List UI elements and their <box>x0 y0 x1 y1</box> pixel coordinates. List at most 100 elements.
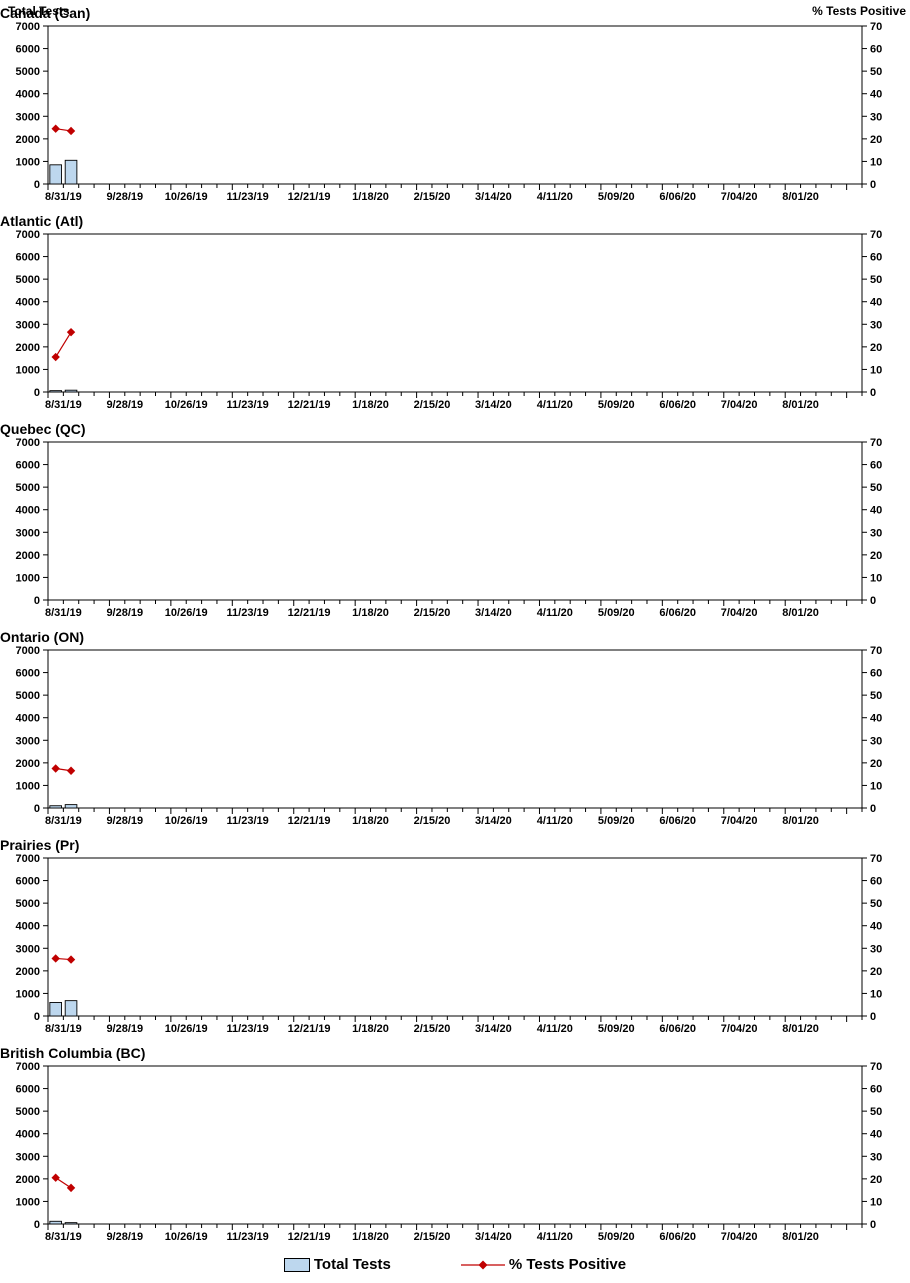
svg-text:7/04/20: 7/04/20 <box>721 191 758 202</box>
svg-text:7/04/20: 7/04/20 <box>721 607 758 618</box>
svg-text:9/28/19: 9/28/19 <box>106 815 143 826</box>
svg-text:6/06/20: 6/06/20 <box>659 1023 696 1034</box>
svg-text:6/06/20: 6/06/20 <box>659 815 696 826</box>
svg-text:0: 0 <box>34 803 40 815</box>
svg-text:60: 60 <box>870 252 882 264</box>
svg-text:5000: 5000 <box>16 690 40 702</box>
svg-text:11/23/19: 11/23/19 <box>227 399 269 410</box>
svg-text:20: 20 <box>870 966 882 978</box>
svg-text:12/21/19: 12/21/19 <box>288 607 331 618</box>
svg-text:10/26/19: 10/26/19 <box>165 607 208 618</box>
chart-header: Atlantic (Atl) <box>0 202 910 230</box>
svg-text:50: 50 <box>870 1106 882 1118</box>
chart-prairies-pr: Prairies (Pr) 0 1000 2000 3000 4000 5000 6000 7… <box>0 826 910 1034</box>
svg-text:20: 20 <box>870 758 882 770</box>
svg-text:6/06/20: 6/06/20 <box>659 1231 696 1242</box>
svg-text:6000: 6000 <box>16 876 40 888</box>
svg-text:2000: 2000 <box>16 134 40 146</box>
svg-text:5/09/20: 5/09/20 <box>598 1023 635 1034</box>
svg-text:3000: 3000 <box>16 319 40 331</box>
chart-canvas: 0 1000 2000 3000 4000 5000 6000 7000 0 10 20 30 40 50… <box>16 22 883 202</box>
right-axis-title: % Tests Positive <box>812 4 906 18</box>
chart-title: Quebec (QC) <box>0 421 86 437</box>
svg-text:8/01/20: 8/01/20 <box>782 815 819 826</box>
svg-text:40: 40 <box>870 713 882 725</box>
svg-text:20: 20 <box>870 1174 882 1186</box>
chart-title: British Columbia (BC) <box>0 1045 146 1061</box>
svg-text:50: 50 <box>870 898 882 910</box>
chart-header: Quebec (QC) <box>0 410 910 438</box>
svg-text:4/11/20: 4/11/20 <box>537 1023 573 1034</box>
svg-text:4000: 4000 <box>16 921 40 933</box>
svg-text:0: 0 <box>870 803 876 815</box>
chart-canvas: 0 1000 2000 3000 4000 5000 6000 7000 0 10 20 30 40 50… <box>16 438 883 618</box>
legend-bars-label: Total Tests <box>313 1256 391 1273</box>
svg-text:3000: 3000 <box>16 943 40 955</box>
svg-text:9/28/19: 9/28/19 <box>106 1231 143 1242</box>
chart-canada-can: Total Tests Canada (Can) % Tests Positiv… <box>0 0 910 202</box>
chart-british-columbia-bc: British Columbia (BC) 0 1000 2000 3000 4000 5… <box>0 1034 910 1242</box>
svg-text:50: 50 <box>870 274 882 286</box>
legend-item-pct-positive: % Tests Positive <box>460 1256 626 1273</box>
chart-quebec-qc: Quebec (QC) 0 1000 2000 3000 4000 5000 6000 700… <box>0 410 910 618</box>
svg-text:0: 0 <box>870 387 876 399</box>
chart-canvas: 0 1000 2000 3000 4000 5000 6000 7000 0 10 20 30 40 50… <box>16 854 883 1034</box>
svg-text:1000: 1000 <box>16 988 40 1000</box>
svg-text:2000: 2000 <box>16 758 40 770</box>
svg-text:0: 0 <box>870 595 876 607</box>
svg-text:70: 70 <box>870 1062 882 1073</box>
svg-text:10: 10 <box>870 156 882 168</box>
svg-text:8/31/19: 8/31/19 <box>45 191 82 202</box>
chart-atlantic-atl: Atlantic (Atl) 0 1000 2000 3000 4000 5000 6000… <box>0 202 910 410</box>
svg-text:6/06/20: 6/06/20 <box>659 191 696 202</box>
svg-text:70: 70 <box>870 230 882 241</box>
svg-text:9/28/19: 9/28/19 <box>106 607 143 618</box>
svg-text:0: 0 <box>34 1219 40 1231</box>
svg-text:8/31/19: 8/31/19 <box>45 607 82 618</box>
svg-text:7000: 7000 <box>16 1062 40 1073</box>
svg-text:30: 30 <box>870 527 882 539</box>
svg-text:3000: 3000 <box>16 735 40 747</box>
svg-text:8/31/19: 8/31/19 <box>45 399 82 410</box>
legend-item-total-tests: Total Tests <box>283 1256 391 1273</box>
svg-text:40: 40 <box>870 921 882 933</box>
svg-text:8/01/20: 8/01/20 <box>782 607 819 618</box>
svg-text:7/04/20: 7/04/20 <box>721 1023 758 1034</box>
svg-text:11/23/19: 11/23/19 <box>227 1231 269 1242</box>
svg-text:6000: 6000 <box>16 252 40 264</box>
svg-text:11/23/19: 11/23/19 <box>227 1023 269 1034</box>
svg-text:10: 10 <box>870 364 882 376</box>
svg-text:12/21/19: 12/21/19 <box>288 815 331 826</box>
svg-text:2000: 2000 <box>16 550 40 562</box>
svg-text:0: 0 <box>34 1011 40 1023</box>
left-axis-title: Total Tests <box>8 4 70 18</box>
svg-text:10/26/19: 10/26/19 <box>165 399 208 410</box>
svg-text:20: 20 <box>870 134 882 146</box>
svg-text:40: 40 <box>870 505 882 517</box>
svg-text:1000: 1000 <box>16 364 40 376</box>
svg-text:8/31/19: 8/31/19 <box>45 1231 82 1242</box>
svg-text:1/18/20: 1/18/20 <box>352 399 389 410</box>
svg-text:10/26/19: 10/26/19 <box>165 1023 208 1034</box>
svg-text:60: 60 <box>870 876 882 888</box>
svg-text:11/23/19: 11/23/19 <box>227 607 269 618</box>
svg-text:3000: 3000 <box>16 111 40 123</box>
svg-text:10/26/19: 10/26/19 <box>165 191 208 202</box>
svg-text:6000: 6000 <box>16 1084 40 1096</box>
svg-text:3000: 3000 <box>16 527 40 539</box>
svg-text:50: 50 <box>870 690 882 702</box>
svg-text:7/04/20: 7/04/20 <box>721 815 758 826</box>
svg-text:0: 0 <box>34 595 40 607</box>
svg-text:60: 60 <box>870 44 882 56</box>
svg-text:1/18/20: 1/18/20 <box>352 191 389 202</box>
svg-text:5/09/20: 5/09/20 <box>598 1231 635 1242</box>
svg-text:8/01/20: 8/01/20 <box>782 399 819 410</box>
svg-text:3000: 3000 <box>16 1151 40 1163</box>
svg-text:12/21/19: 12/21/19 <box>288 1023 331 1034</box>
chart-header: Total Tests Canada (Can) % Tests Positiv… <box>0 0 910 22</box>
svg-text:70: 70 <box>870 646 882 657</box>
svg-text:20: 20 <box>870 342 882 354</box>
svg-text:0: 0 <box>870 1011 876 1023</box>
chart-header: British Columbia (BC) <box>0 1034 910 1062</box>
svg-text:2/15/20: 2/15/20 <box>414 1231 451 1242</box>
